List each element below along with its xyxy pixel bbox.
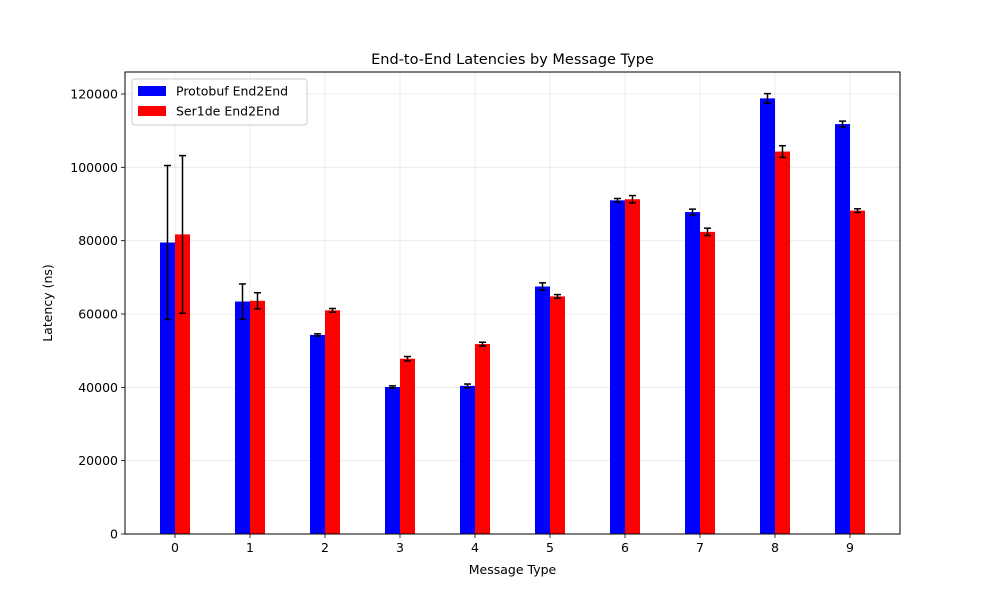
bar-protobuf: [535, 286, 550, 534]
y-tick-label: 120000: [70, 87, 118, 102]
bars: [160, 98, 865, 535]
bar-protobuf: [685, 212, 700, 535]
error-bar: [314, 333, 321, 337]
y-tick-label: 20000: [78, 453, 118, 468]
bar-protobuf: [310, 334, 325, 534]
legend-swatch: [138, 106, 166, 116]
x-tick-label: 0: [171, 540, 179, 555]
x-tick-label: 5: [546, 540, 554, 555]
error-bar: [239, 283, 246, 320]
y-tick-label: 0: [110, 527, 118, 542]
error-bar: [839, 120, 846, 128]
bar-ser1de: [775, 151, 790, 535]
error-bar: [764, 92, 771, 104]
error-bar: [689, 208, 696, 216]
y-tick-label: 60000: [78, 307, 118, 322]
error-bar: [554, 293, 561, 299]
error-bar: [329, 307, 336, 313]
x-tick-label: 3: [396, 540, 404, 555]
error-bar: [389, 385, 396, 389]
error-bar: [779, 144, 786, 159]
legend-label: Protobuf End2End: [176, 84, 288, 99]
bar-ser1de: [175, 234, 190, 534]
x-tick-label: 2: [321, 540, 329, 555]
bar-protobuf: [835, 124, 850, 535]
bar-ser1de: [550, 296, 565, 534]
error-bar: [614, 197, 621, 203]
x-tick-label: 4: [471, 540, 479, 555]
legend: Protobuf End2End Ser1de End2End: [131, 78, 308, 126]
bar-ser1de: [475, 344, 490, 534]
x-tick-label: 9: [846, 540, 854, 555]
error-bar: [704, 227, 711, 237]
y-tick-label: 100000: [70, 160, 118, 175]
bar-ser1de: [700, 231, 715, 534]
bar-ser1de: [850, 210, 865, 534]
x-axis-label: Message Type: [469, 562, 557, 577]
error-bar: [539, 282, 546, 291]
error-bar: [464, 383, 471, 389]
bar-protobuf: [760, 98, 775, 535]
bar-ser1de: [625, 199, 640, 534]
error-bar: [854, 208, 861, 214]
error-bars: [164, 92, 861, 389]
error-bar: [164, 164, 171, 321]
bar-protobuf: [235, 301, 250, 534]
chart-title: End-to-End Latencies by Message Type: [371, 52, 654, 68]
y-tick-label: 80000: [78, 233, 118, 248]
plot-frame: [124, 71, 901, 535]
bar-protobuf: [460, 385, 475, 534]
x-axis: 0 1 2 3 4 5 6 7 8 9: [171, 534, 854, 555]
y-tick-label: 40000: [78, 380, 118, 395]
y-axis-label: Latency (ns): [40, 264, 55, 342]
error-bar: [254, 291, 261, 310]
bar-protobuf: [160, 242, 175, 534]
error-bar: [479, 341, 486, 347]
legend-swatch: [138, 86, 166, 96]
y-axis: 0 20000 40000 60000 80000 100000 120000: [70, 87, 125, 542]
bar-ser1de: [400, 358, 415, 534]
error-bar: [179, 154, 186, 315]
bar-ser1de: [325, 310, 340, 534]
x-tick-label: 1: [246, 540, 254, 555]
legend-label: Ser1de End2End: [176, 104, 280, 119]
error-bar: [629, 194, 636, 204]
bar-protobuf: [610, 200, 625, 535]
x-tick-label: 7: [696, 540, 704, 555]
bar-ser1de: [250, 300, 265, 534]
x-tick-label: 6: [621, 540, 629, 555]
legend-frame: [131, 78, 308, 126]
bar-protobuf: [385, 386, 400, 534]
x-tick-label: 8: [771, 540, 779, 555]
error-bar: [404, 355, 411, 362]
